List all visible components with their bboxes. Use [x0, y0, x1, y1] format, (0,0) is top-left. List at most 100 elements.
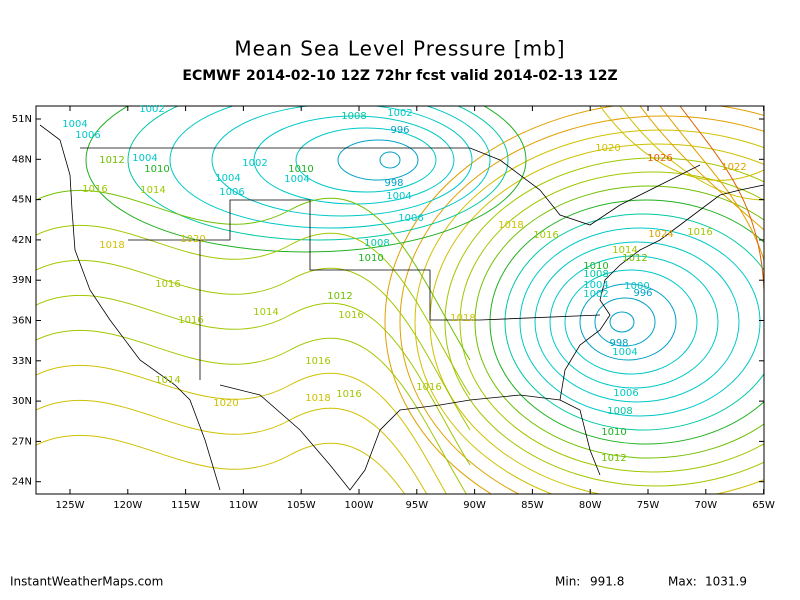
isobar-label: 1018 — [305, 393, 330, 404]
isobar — [169, 106, 491, 229]
west-coast — [39, 124, 221, 491]
isobar-label: 1016 — [338, 310, 363, 321]
state-lines — [128, 199, 601, 321]
lon-label: 115W — [171, 500, 200, 511]
lon-label: 90W — [463, 500, 486, 511]
lat-label: 30N — [12, 396, 32, 407]
isobar-label: 1002 — [583, 289, 608, 300]
isobar — [564, 269, 698, 375]
isobar-label: 1020 — [595, 143, 620, 154]
isobar — [594, 297, 656, 347]
isobar-label: 1012 — [99, 155, 124, 166]
isobar-label: 1004 — [612, 347, 637, 358]
title: Mean Sea Level Pressure [mb] — [234, 37, 565, 61]
isobar-label: 1016 — [82, 184, 107, 195]
lon-label: 100W — [345, 500, 374, 511]
isobar-label: 1018 — [498, 220, 523, 231]
isobar — [211, 106, 473, 217]
isobar-label: 1016 — [416, 382, 441, 393]
isobar — [414, 129, 764, 494]
isobar — [579, 283, 677, 361]
subtitle: ECMWF 2014-02-10 12Z 72hr fcst valid 201… — [182, 68, 617, 84]
isobar — [337, 139, 419, 181]
isobar-label: 1014 — [155, 375, 180, 386]
isobar-label: 1004 — [215, 173, 240, 184]
isobar-label: 1012 — [327, 291, 352, 302]
site-credit: InstantWeatherMaps.com — [10, 575, 163, 589]
north-border — [80, 147, 701, 226]
lat-label: 45N — [12, 195, 32, 206]
isobar-label: 1006 — [613, 388, 638, 399]
isobar — [384, 106, 764, 494]
isobar — [504, 213, 764, 431]
isobar — [36, 224, 471, 396]
isobar-label: 1004 — [583, 280, 608, 291]
isobar — [489, 199, 764, 445]
max-value: 1031.9 — [705, 575, 747, 589]
isobar-label: 1006 — [75, 130, 100, 141]
gulf-coast — [219, 384, 601, 491]
isobar — [659, 106, 764, 261]
isobar-label: 1016 — [687, 227, 712, 238]
lat-label: 27N — [12, 436, 32, 447]
isobar-label: 1026 — [647, 153, 672, 164]
isobar-label: 1016 — [178, 315, 203, 326]
lon-label: 125W — [56, 500, 85, 511]
isobar — [36, 434, 406, 494]
isobar-label: 1020 — [213, 398, 238, 409]
isobar-label: 1004 — [386, 191, 411, 202]
isobar-label: 1010 — [288, 164, 313, 175]
lon-label: 75W — [637, 500, 660, 511]
isobar — [85, 106, 527, 253]
isobar-label: 1008 — [341, 111, 366, 122]
isobar-label: 1018 — [450, 313, 475, 324]
isobar — [36, 329, 467, 494]
boundaries — [39, 124, 764, 491]
lon-label: 80W — [579, 500, 602, 511]
isobar-label: 1008 — [583, 269, 608, 280]
max-label: Max: — [668, 575, 697, 589]
isobar — [474, 185, 764, 459]
isobar-label: 1004 — [62, 119, 87, 130]
lat-label: 24N — [12, 477, 32, 488]
isobar-label: 1014 — [612, 245, 637, 256]
lat-label: 48N — [12, 154, 32, 165]
lat-label: 42N — [12, 235, 32, 246]
isobar-label: 1012 — [622, 253, 647, 264]
isobar-label: 1004 — [132, 153, 157, 164]
isobar — [295, 127, 437, 193]
min-label: Min: — [555, 575, 580, 589]
isobar-label: 998 — [384, 178, 403, 189]
lon-label: 70W — [694, 500, 717, 511]
isobar — [519, 227, 761, 417]
isobar — [253, 115, 455, 205]
isobar-label: 996 — [633, 288, 652, 299]
isobar-label: 1002 — [387, 108, 412, 119]
isobar — [534, 241, 740, 403]
lon-label: 85W — [521, 500, 544, 511]
isobar-label: 1016 — [305, 356, 330, 367]
isobar-label: 1016 — [155, 279, 180, 290]
isobar — [36, 399, 428, 494]
isobar — [379, 151, 401, 169]
lat-label: 39N — [12, 275, 32, 286]
isobar-label: 1000 — [624, 281, 649, 292]
isobar-label: 1014 — [253, 307, 278, 318]
lon-label: 105W — [287, 500, 316, 511]
isobar — [399, 115, 764, 494]
east-coast — [559, 184, 764, 401]
lat-label: 33N — [12, 356, 32, 367]
lon-label: 110W — [229, 500, 258, 511]
isobar-label: 1016 — [336, 389, 361, 400]
isobar — [679, 106, 764, 291]
isobar — [36, 294, 471, 466]
isobars — [36, 106, 764, 494]
isobar-label: 1024 — [648, 229, 673, 240]
lat-label: 36N — [12, 316, 32, 327]
isobar-label: 1022 — [721, 162, 746, 173]
isobar — [609, 311, 635, 333]
min-value: 991.8 — [590, 575, 624, 589]
isobar — [127, 106, 509, 241]
isobar-label: 1006 — [219, 187, 244, 198]
